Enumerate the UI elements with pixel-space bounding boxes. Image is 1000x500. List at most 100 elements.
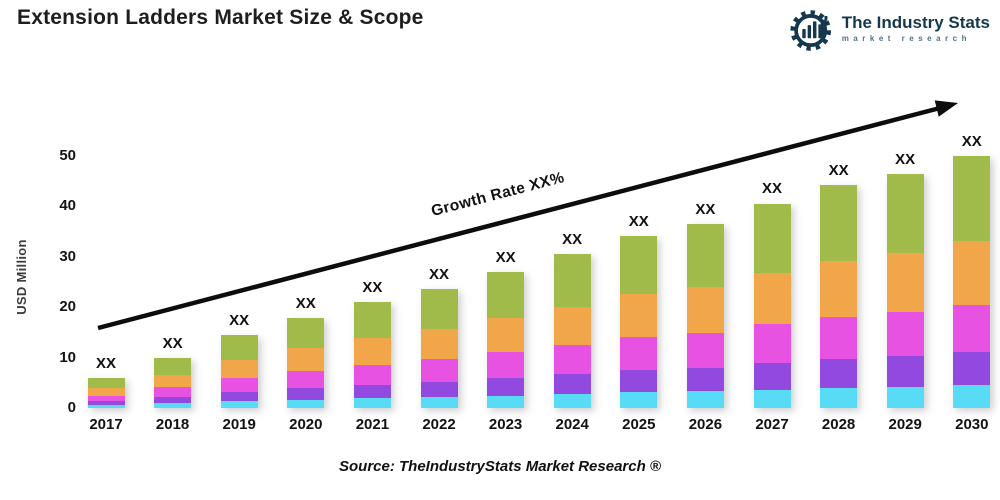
segment-orange-2027 bbox=[753, 273, 791, 325]
segment-purple-2022 bbox=[420, 381, 458, 398]
segment-green-2030 bbox=[953, 155, 991, 242]
bar-value-label-2026: XX bbox=[695, 201, 716, 219]
segment-green-2017 bbox=[87, 378, 125, 389]
bar-2025 bbox=[620, 235, 658, 408]
x-tick-2027: 2027 bbox=[755, 416, 789, 433]
bar-value-label-2025: XX bbox=[628, 212, 649, 230]
x-tick-2018: 2018 bbox=[155, 416, 190, 433]
segment-orange-2028 bbox=[820, 261, 858, 317]
segment-lightblue-2025 bbox=[620, 392, 658, 408]
bar-2018 bbox=[154, 357, 192, 408]
y-tick-40: 40 bbox=[59, 197, 76, 214]
bar-value-label-2021: XX bbox=[362, 278, 383, 296]
x-tick-2020: 2020 bbox=[289, 416, 323, 433]
segment-green-2019 bbox=[220, 334, 258, 360]
x-tick-2017: 2017 bbox=[89, 416, 123, 433]
segment-purple-2021 bbox=[353, 384, 391, 399]
segment-green-2026 bbox=[686, 224, 724, 287]
page-title: Extension Ladders Market Size & Scope bbox=[17, 6, 424, 29]
growth-rate-annotation: Growth Rate XX% bbox=[429, 169, 567, 221]
bar-value-label-2020: XX bbox=[295, 294, 316, 312]
bar-value-label-2022: XX bbox=[428, 265, 449, 283]
logo-tagline: market research bbox=[841, 34, 972, 44]
x-tick-2021: 2021 bbox=[355, 416, 390, 433]
bar-2021 bbox=[353, 301, 391, 408]
segment-magenta-2024 bbox=[553, 344, 591, 375]
bar-value-label-2029: XX bbox=[895, 150, 916, 168]
segment-purple-2026 bbox=[686, 367, 724, 392]
brand-logo: The Industry Stats market research bbox=[790, 6, 990, 52]
x-tick-2025: 2025 bbox=[622, 416, 656, 433]
x-tick-2023: 2023 bbox=[488, 416, 523, 433]
segment-orange-2019 bbox=[220, 359, 258, 378]
source-note: Source: TheIndustryStats Market Research… bbox=[339, 458, 661, 475]
bar-2028 bbox=[820, 185, 858, 408]
segment-magenta-2022 bbox=[420, 359, 458, 382]
y-tick-0: 0 bbox=[67, 399, 76, 416]
segment-lightblue-2028 bbox=[820, 387, 858, 408]
x-tick-2026: 2026 bbox=[688, 416, 723, 433]
segment-magenta-2019 bbox=[220, 377, 258, 392]
x-tick-2019: 2019 bbox=[222, 416, 256, 433]
segment-lightblue-2023 bbox=[487, 395, 525, 408]
x-tick-2028: 2028 bbox=[821, 416, 856, 433]
logo-name: The Industry Stats bbox=[841, 13, 990, 33]
segment-magenta-2017 bbox=[87, 395, 125, 402]
segment-magenta-2030 bbox=[953, 304, 991, 353]
y-axis-title: USD Million bbox=[14, 239, 29, 315]
segment-lightblue-2027 bbox=[753, 389, 791, 408]
segment-purple-2020 bbox=[287, 388, 325, 400]
segment-green-2028 bbox=[820, 185, 858, 262]
segment-green-2024 bbox=[553, 254, 591, 307]
segment-green-2025 bbox=[620, 235, 658, 295]
segment-orange-2018 bbox=[154, 374, 192, 388]
bar-2019 bbox=[220, 334, 258, 408]
bar-2027 bbox=[753, 203, 791, 408]
segment-lightblue-2026 bbox=[686, 391, 724, 408]
segment-purple-2029 bbox=[886, 356, 924, 387]
segment-orange-2017 bbox=[87, 388, 125, 396]
segment-orange-2022 bbox=[420, 329, 458, 360]
x-tick-2022: 2022 bbox=[422, 416, 456, 433]
gear-bars-wrench-icon bbox=[790, 10, 831, 51]
segment-lightblue-2030 bbox=[953, 385, 991, 408]
bar-value-label-2018: XX bbox=[162, 334, 183, 352]
segment-lightblue-2024 bbox=[553, 394, 591, 408]
bar-value-label-2028: XX bbox=[828, 162, 849, 180]
segment-orange-2029 bbox=[886, 253, 924, 313]
y-tick-30: 30 bbox=[59, 247, 76, 265]
segment-magenta-2029 bbox=[886, 312, 924, 357]
segment-green-2022 bbox=[420, 288, 458, 330]
y-tick-50: 50 bbox=[59, 146, 76, 164]
bar-2024 bbox=[553, 254, 591, 408]
segment-purple-2027 bbox=[753, 363, 791, 390]
segment-orange-2023 bbox=[487, 318, 525, 353]
segment-magenta-2027 bbox=[753, 324, 791, 364]
segment-green-2020 bbox=[287, 317, 325, 349]
segment-magenta-2023 bbox=[487, 352, 525, 379]
segment-magenta-2025 bbox=[620, 337, 658, 371]
segment-magenta-2018 bbox=[154, 387, 192, 397]
x-tick-2024: 2024 bbox=[555, 416, 589, 433]
segment-magenta-2026 bbox=[686, 332, 724, 368]
bar-2026 bbox=[686, 224, 724, 408]
segment-orange-2024 bbox=[553, 306, 591, 345]
segment-magenta-2028 bbox=[820, 316, 858, 360]
bar-2029 bbox=[886, 173, 924, 408]
bar-value-label-2023: XX bbox=[495, 248, 516, 266]
segment-green-2029 bbox=[886, 173, 924, 254]
segment-lightblue-2017 bbox=[87, 405, 125, 408]
segment-orange-2030 bbox=[953, 241, 991, 305]
segment-magenta-2020 bbox=[287, 371, 325, 389]
y-tick-20: 20 bbox=[59, 298, 76, 315]
bar-value-label-2024: XX bbox=[562, 230, 583, 248]
segment-orange-2026 bbox=[686, 286, 724, 333]
segment-purple-2023 bbox=[487, 378, 525, 396]
segment-lightblue-2018 bbox=[154, 403, 192, 408]
x-tick-2029: 2029 bbox=[888, 416, 922, 433]
bar-value-label-2019: XX bbox=[229, 311, 250, 329]
bar-value-label-2030: XX bbox=[961, 132, 982, 150]
segment-magenta-2021 bbox=[353, 364, 391, 385]
segment-purple-2030 bbox=[953, 352, 991, 386]
y-tick-10: 10 bbox=[59, 348, 76, 366]
